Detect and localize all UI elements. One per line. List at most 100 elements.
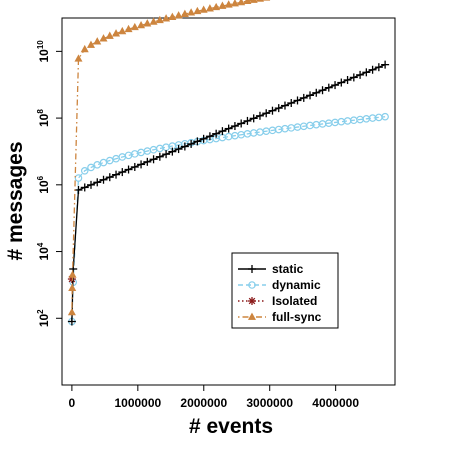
x-tick-label: 3000000 — [246, 396, 293, 410]
data-point-static — [168, 147, 177, 156]
data-point-full-sync — [168, 12, 177, 20]
y-tick-label: 1010 — [36, 40, 51, 63]
data-point-full-sync — [199, 5, 208, 13]
data-point-static — [137, 160, 146, 169]
data-point-static — [262, 109, 271, 118]
y-axis: 102 104 106 108 1010 — [36, 40, 63, 327]
x-axis: 0 1000000 2000000 3000000 4000000 — [69, 384, 359, 410]
legend-label: static — [272, 262, 304, 276]
data-point-static — [124, 165, 133, 174]
data-point-full-sync — [118, 26, 127, 35]
legend-item-dynamic: dynamic — [238, 278, 321, 292]
data-point-dynamic — [381, 112, 389, 121]
data-point-full-sync — [74, 54, 83, 62]
data-point-static — [349, 73, 358, 82]
data-point-static — [356, 70, 365, 79]
data-point-full-sync — [180, 9, 189, 17]
data-point-full-sync — [243, 0, 252, 5]
data-point-static — [280, 101, 289, 110]
data-point-full-sync — [143, 19, 152, 27]
y-tick-label: 106 — [36, 175, 51, 193]
series-line-static — [71, 64, 386, 322]
data-point-full-sync — [99, 34, 108, 42]
data-point-static — [74, 185, 83, 194]
data-point-full-sync — [218, 1, 227, 9]
data-point-static — [205, 132, 214, 141]
data-point-full-sync — [205, 4, 214, 12]
data-point-full-sync — [93, 37, 102, 45]
x-tick-label: 1000000 — [114, 396, 161, 410]
data-point-static — [87, 180, 96, 189]
data-point-full-sync — [255, 0, 264, 2]
data-point-static — [268, 106, 277, 115]
plot-frame — [61, 17, 396, 386]
data-point-static — [105, 173, 114, 182]
data-point-static — [243, 116, 252, 125]
y-tick-label: 104 — [36, 242, 51, 260]
data-point-static — [212, 129, 221, 138]
data-point-static — [343, 75, 352, 84]
data-point-dynamic — [74, 174, 83, 182]
data-point-static — [230, 122, 239, 131]
data-point-full-sync — [80, 44, 89, 53]
series-static — [67, 60, 390, 326]
data-point-full-sync — [237, 0, 246, 6]
data-point-static — [180, 142, 189, 151]
data-point-static — [143, 157, 152, 166]
y-tick-label: 108 — [36, 109, 51, 127]
data-point-dynamic — [80, 166, 89, 175]
data-point-static — [324, 83, 333, 92]
series-layer — [67, 0, 390, 326]
data-point-static — [67, 317, 76, 326]
data-point-full-sync — [162, 14, 171, 22]
legend-marker — [248, 281, 256, 289]
data-point-dynamic — [99, 158, 108, 167]
data-point-static — [112, 170, 121, 179]
data-point-static — [93, 178, 102, 187]
data-point-full-sync — [212, 2, 221, 11]
data-point-full-sync — [67, 307, 76, 316]
data-point-static — [237, 119, 246, 128]
x-tick-label: 4000000 — [312, 396, 359, 410]
x-tick-label: 2000000 — [180, 396, 227, 410]
y-axis-title: # messages — [4, 141, 27, 260]
legend-item-isolated: Isolated — [238, 294, 317, 308]
legend-label: dynamic — [272, 278, 321, 292]
data-point-full-sync — [149, 17, 158, 25]
data-point-static — [174, 145, 183, 154]
series-dynamic — [68, 112, 389, 326]
data-point-static — [312, 88, 321, 97]
data-point-static — [337, 78, 346, 87]
legend-marker — [248, 297, 256, 305]
data-point-full-sync — [187, 8, 196, 16]
data-point-full-sync — [105, 31, 114, 39]
data-point-static — [118, 168, 127, 177]
data-point-static — [80, 183, 89, 192]
data-point-static — [362, 68, 371, 77]
legend-box — [231, 252, 339, 329]
data-point-full-sync — [137, 20, 146, 29]
data-point-dynamic — [87, 163, 95, 172]
x-axis-title: # events — [189, 415, 273, 438]
data-point-static — [187, 139, 196, 148]
data-point-static — [130, 162, 139, 171]
data-point-static — [99, 175, 108, 184]
data-point-full-sync — [155, 15, 164, 24]
legend-marker — [247, 312, 257, 320]
data-point-static — [255, 111, 264, 120]
data-point-static — [249, 114, 258, 123]
data-point-full-sync — [124, 24, 133, 33]
legend-label: Isolated — [272, 294, 317, 308]
x-tick-label: 0 — [69, 396, 76, 410]
legend-item-full-sync: full-sync — [238, 310, 322, 324]
series-full-sync — [67, 0, 271, 316]
data-point-static — [155, 152, 164, 161]
data-point-static — [299, 93, 308, 102]
data-point-static — [287, 99, 296, 108]
data-point-static — [199, 134, 208, 143]
data-point-full-sync — [86, 40, 96, 48]
data-point-full-sync — [230, 0, 239, 7]
data-point-static — [368, 65, 377, 74]
data-point-static — [331, 81, 340, 90]
legend-label: full-sync — [272, 310, 322, 324]
